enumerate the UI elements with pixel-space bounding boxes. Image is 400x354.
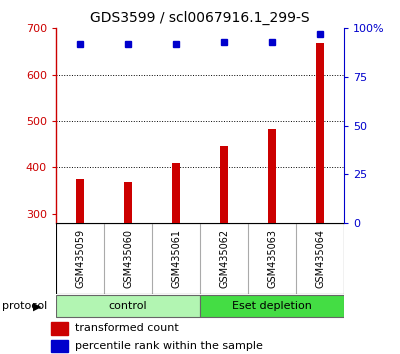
Bar — [220, 145, 228, 223]
Text: GSM435064: GSM435064 — [315, 229, 325, 288]
Text: transformed count: transformed count — [75, 323, 179, 333]
Bar — [51, 322, 68, 335]
Bar — [56, 295, 200, 318]
Text: GSM435061: GSM435061 — [171, 229, 181, 288]
Bar — [76, 179, 84, 223]
Text: protocol: protocol — [2, 301, 47, 311]
Text: Eset depletion: Eset depletion — [232, 301, 312, 311]
Text: ▶: ▶ — [33, 301, 42, 311]
Text: control: control — [109, 301, 147, 311]
Text: GSM435062: GSM435062 — [219, 229, 229, 288]
Bar — [51, 340, 68, 352]
Bar — [268, 129, 276, 223]
Text: GSM435059: GSM435059 — [75, 229, 85, 288]
Title: GDS3599 / scl0067916.1_299-S: GDS3599 / scl0067916.1_299-S — [90, 10, 310, 24]
Text: percentile rank within the sample: percentile rank within the sample — [75, 341, 263, 351]
Bar — [124, 182, 132, 223]
Bar — [316, 43, 324, 223]
Text: GSM435060: GSM435060 — [123, 229, 133, 288]
Bar — [200, 295, 344, 318]
Bar — [172, 163, 180, 223]
Text: GSM435063: GSM435063 — [267, 229, 277, 288]
